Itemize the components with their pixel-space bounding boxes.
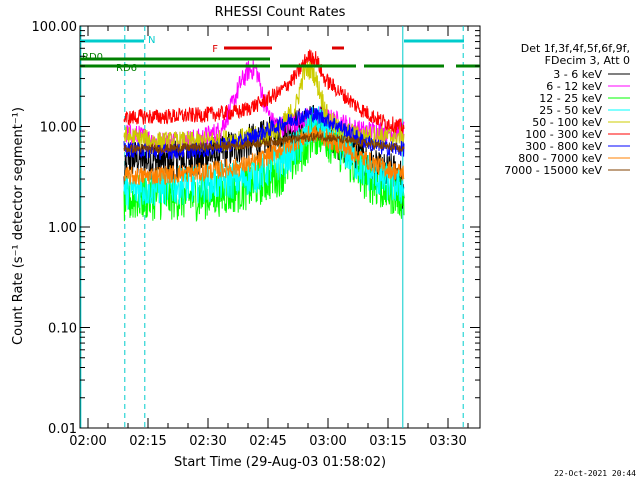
y-tick-label-1: 0.10	[48, 322, 77, 337]
axes: 0.01 0.10 1.00 10.00 100.00 02:00 02:15 02:30 02…	[32, 20, 480, 449]
annotation-label-n: N	[148, 35, 155, 46]
series-line-6	[123, 106, 405, 160]
legend-entry-label-8: 7000 - 15000 keV	[504, 164, 602, 177]
legend-entry-label-2: 12 - 25 keV	[539, 92, 602, 105]
legend-entry-label-5: 100 - 300 keV	[525, 128, 602, 141]
legend-entry-label-6: 300 - 800 keV	[525, 140, 602, 153]
annotation-label-f: F	[212, 44, 218, 55]
series-line-5	[123, 49, 405, 134]
x-tick-label-4: 03:00	[309, 434, 346, 449]
legend-header-line-1: FDecim 3, Att 0	[545, 54, 630, 67]
y-tick-label-0: 0.01	[48, 422, 77, 437]
x-tick-label-5: 03:15	[369, 434, 406, 449]
legend-entry-label-3: 25 - 50 keV	[539, 104, 602, 117]
x-tick-label-3: 02:45	[249, 434, 286, 449]
x-axis-label: Start Time (29-Aug-03 01:58:02)	[174, 455, 386, 470]
y-tick-label-3: 10.00	[40, 121, 77, 136]
footer-timestamp: 22-Oct-2021 20:44	[554, 469, 636, 478]
legend: Det 1f,3f,4f,5f,6f,9f,FDecim 3, Att 03 -…	[504, 42, 630, 177]
legend-entry-label-7: 800 - 7000 keV	[518, 152, 602, 165]
legend-entry-label-0: 3 - 6 keV	[553, 68, 602, 81]
y-tick-label-4: 100.00	[32, 20, 78, 35]
legend-entry-label-1: 6 - 12 keV	[546, 80, 602, 93]
series-line-8	[123, 131, 405, 155]
legend-entry-label-4: 50 - 100 keV	[532, 116, 602, 129]
y-axis-label: Count Rate (s⁻¹ detector segment⁻¹)	[11, 107, 26, 345]
vertical-markers	[80, 26, 464, 428]
x-tick-label-1: 02:15	[129, 434, 166, 449]
chart-title: RHESSI Count Rates	[215, 5, 346, 20]
x-tick-label-0: 02:00	[69, 434, 106, 449]
annotation-label-rd0: RD0	[82, 52, 103, 63]
y-tick-label-2: 1.00	[48, 221, 77, 236]
series-line-7	[123, 125, 405, 186]
series-group	[123, 49, 405, 223]
x-tick-label-6: 03:30	[429, 434, 466, 449]
legend-header-line-0: Det 1f,3f,4f,5f,6f,9f,	[521, 42, 630, 55]
annotation-label-rd6: RD6	[116, 63, 137, 74]
x-tick-label-2: 02:30	[189, 434, 226, 449]
